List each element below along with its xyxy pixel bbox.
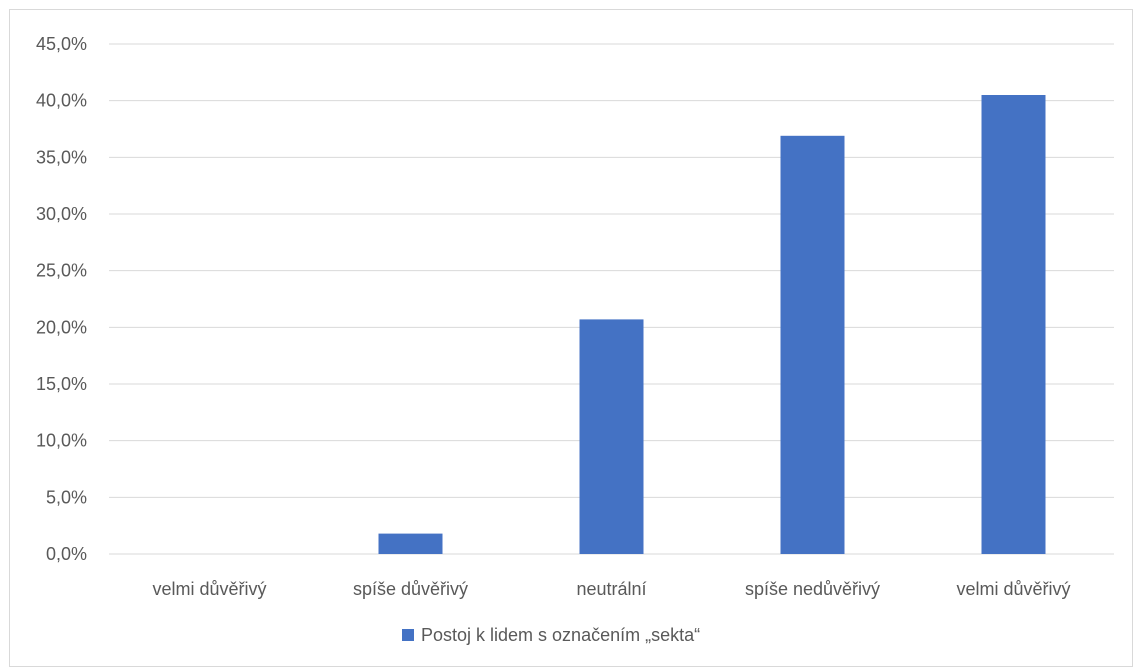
y-tick-label: 15,0% bbox=[36, 374, 87, 394]
x-category-label: neutrální bbox=[576, 579, 646, 599]
bar bbox=[579, 319, 644, 554]
gridlines bbox=[109, 43, 1114, 555]
bar bbox=[780, 135, 845, 555]
x-category-label: spíše důvěřivý bbox=[353, 579, 468, 599]
y-tick-label: 0,0% bbox=[46, 544, 87, 564]
legend: Postoj k lidem s označením „sekta“ bbox=[402, 625, 700, 645]
y-tick-label: 45,0% bbox=[36, 34, 87, 54]
x-category-label: velmi důvěřivý bbox=[956, 579, 1070, 599]
x-category-label: velmi důvěřivý bbox=[152, 579, 266, 599]
bar bbox=[981, 95, 1046, 554]
y-tick-label: 20,0% bbox=[36, 317, 87, 337]
y-tick-label: 10,0% bbox=[36, 431, 87, 451]
legend-label: Postoj k lidem s označením „sekta“ bbox=[421, 625, 700, 645]
legend-swatch bbox=[402, 629, 414, 641]
x-axis-category-labels: velmi důvěřivý spíše důvěřivý neutrální spí… bbox=[152, 579, 1070, 599]
y-tick-label: 40,0% bbox=[36, 91, 87, 111]
y-tick-label: 30,0% bbox=[36, 204, 87, 224]
y-tick-label: 35,0% bbox=[36, 147, 87, 167]
y-tick-label: 25,0% bbox=[36, 261, 87, 281]
y-axis-tick-labels: 0,0% 5,0% 10,0% 15,0% 20,0% 25,0% 30,0% 35,0% 40… bbox=[36, 34, 87, 564]
x-category-label: spíše nedůvěřivý bbox=[745, 579, 880, 599]
chart-frame bbox=[9, 9, 1133, 667]
bars bbox=[378, 95, 1046, 555]
bar bbox=[378, 533, 443, 554]
y-tick-label: 5,0% bbox=[46, 487, 87, 507]
